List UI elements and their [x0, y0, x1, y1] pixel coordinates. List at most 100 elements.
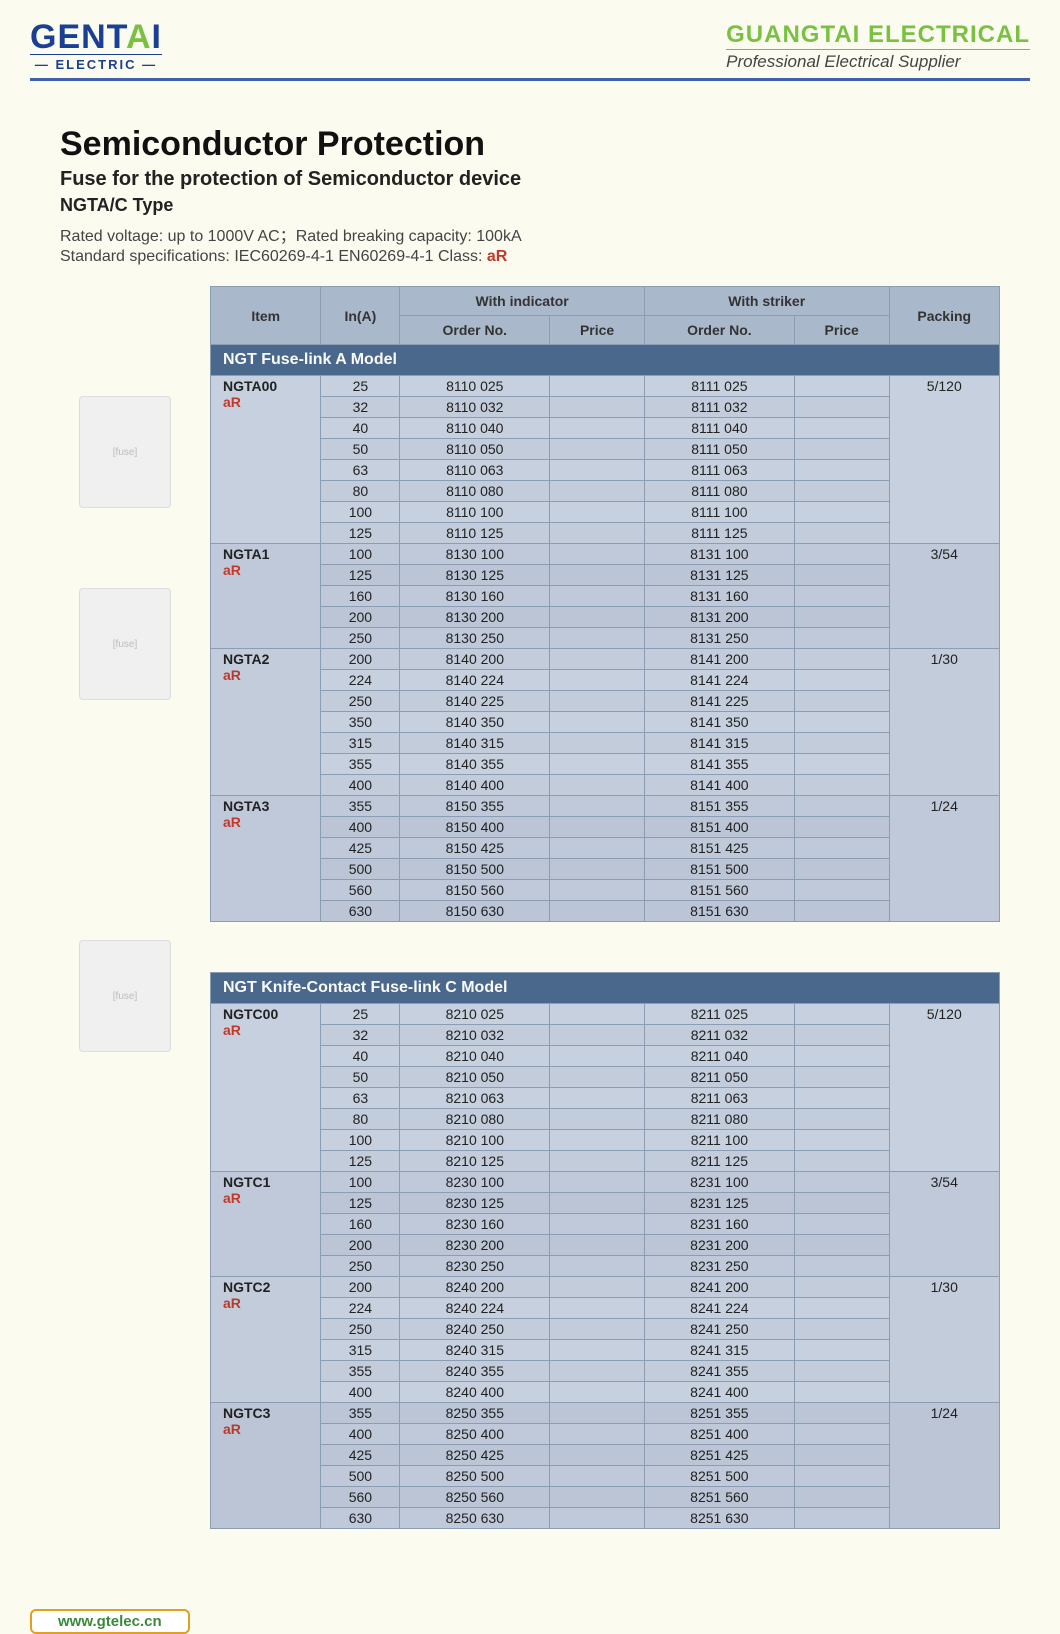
- table-row: 508210 0508211 050: [211, 1067, 1000, 1088]
- brand-text-post: I: [152, 18, 162, 56]
- order-indicator-cell: 8110 040: [400, 418, 550, 439]
- price-indicator-cell: [550, 502, 645, 523]
- packing-cell: 5/120: [889, 376, 1000, 544]
- order-striker-cell: 8141 224: [644, 670, 794, 691]
- price-indicator-cell: [550, 1046, 645, 1067]
- order-indicator-cell: 8240 200: [400, 1277, 550, 1298]
- table-row: 638110 0638111 063: [211, 460, 1000, 481]
- price-indicator-cell: [550, 1088, 645, 1109]
- price-indicator-cell: [550, 1172, 645, 1193]
- order-indicator-cell: 8230 125: [400, 1193, 550, 1214]
- price-indicator-cell: [550, 1235, 645, 1256]
- item-cell: NGTA3 aR: [211, 796, 321, 922]
- in-cell: 350: [321, 712, 400, 733]
- section-header: NGT Fuse-link A Model: [211, 345, 1000, 376]
- table-row: 808210 0808211 080: [211, 1109, 1000, 1130]
- price-striker-cell: [794, 397, 889, 418]
- order-striker-cell: 8251 425: [644, 1445, 794, 1466]
- packing-cell: 3/54: [889, 1172, 1000, 1277]
- in-cell: 100: [321, 502, 400, 523]
- packing-cell: 1/24: [889, 1403, 1000, 1529]
- table-row: NGTA3 aR3558150 3558151 3551/24: [211, 796, 1000, 817]
- order-striker-cell: 8111 025: [644, 376, 794, 397]
- order-indicator-cell: 8110 063: [400, 460, 550, 481]
- order-indicator-cell: 8230 160: [400, 1214, 550, 1235]
- order-striker-cell: 8211 080: [644, 1109, 794, 1130]
- price-indicator-cell: [550, 1151, 645, 1172]
- order-striker-cell: 8111 050: [644, 439, 794, 460]
- price-striker-cell: [794, 1256, 889, 1277]
- order-striker-cell: 8111 080: [644, 481, 794, 502]
- price-indicator-cell: [550, 481, 645, 502]
- order-striker-cell: 8131 100: [644, 544, 794, 565]
- price-striker-cell: [794, 1109, 889, 1130]
- price-indicator-cell: [550, 439, 645, 460]
- price-indicator-cell: [550, 523, 645, 544]
- price-indicator-cell: [550, 1445, 645, 1466]
- table-row: 2508140 2258141 225: [211, 691, 1000, 712]
- order-indicator-cell: 8140 315: [400, 733, 550, 754]
- order-striker-cell: 8141 200: [644, 649, 794, 670]
- order-indicator-cell: 8110 050: [400, 439, 550, 460]
- header: GENTAI — ELECTRIC — GUANGTAI ELECTRICAL …: [30, 20, 1030, 81]
- order-striker-cell: 8131 160: [644, 586, 794, 607]
- in-cell: 355: [321, 1361, 400, 1382]
- order-indicator-cell: 8210 080: [400, 1109, 550, 1130]
- order-indicator-cell: 8140 200: [400, 649, 550, 670]
- company-name: GUANGTAI ELECTRICAL: [726, 21, 1030, 49]
- in-cell: 250: [321, 1256, 400, 1277]
- price-indicator-cell: [550, 1025, 645, 1046]
- company-block: GUANGTAI ELECTRICAL Professional Electri…: [726, 21, 1030, 72]
- order-striker-cell: 8241 315: [644, 1340, 794, 1361]
- col-order-no-1: Order No.: [400, 316, 550, 345]
- table-row: 5608150 5608151 560: [211, 880, 1000, 901]
- price-indicator-cell: [550, 1256, 645, 1277]
- col-price-1: Price: [550, 316, 645, 345]
- price-striker-cell: [794, 523, 889, 544]
- in-cell: 160: [321, 1214, 400, 1235]
- page-title: Semiconductor Protection: [60, 125, 1000, 164]
- order-striker-cell: 8111 125: [644, 523, 794, 544]
- table-row: 328210 0328211 032: [211, 1025, 1000, 1046]
- price-striker-cell: [794, 1067, 889, 1088]
- price-striker-cell: [794, 1172, 889, 1193]
- in-cell: 400: [321, 1424, 400, 1445]
- order-striker-cell: 8251 355: [644, 1403, 794, 1424]
- table-row: NGTC2 aR2008240 2008241 2001/30: [211, 1277, 1000, 1298]
- table-row: 1258110 1258111 125: [211, 523, 1000, 544]
- spec-line-1: Rated voltage: up to 1000V AC；Rated brea…: [60, 222, 1000, 246]
- price-striker-cell: [794, 481, 889, 502]
- table-row: 2248140 2248141 224: [211, 670, 1000, 691]
- table-row: 5608250 5608251 560: [211, 1487, 1000, 1508]
- order-striker-cell: 8111 100: [644, 502, 794, 523]
- price-striker-cell: [794, 1298, 889, 1319]
- in-cell: 315: [321, 1340, 400, 1361]
- in-cell: 125: [321, 1151, 400, 1172]
- in-cell: 200: [321, 1277, 400, 1298]
- price-striker-cell: [794, 502, 889, 523]
- order-striker-cell: 8141 315: [644, 733, 794, 754]
- col-price-2: Price: [794, 316, 889, 345]
- in-cell: 500: [321, 859, 400, 880]
- order-striker-cell: 8141 355: [644, 754, 794, 775]
- footer: www.gtelec.cn: [30, 1609, 1030, 1634]
- order-indicator-cell: 8130 125: [400, 565, 550, 586]
- website-url[interactable]: www.gtelec.cn: [30, 1609, 190, 1634]
- in-cell: 224: [321, 1298, 400, 1319]
- table-row: 4008250 4008251 400: [211, 1424, 1000, 1445]
- order-indicator-cell: 8150 355: [400, 796, 550, 817]
- in-cell: 250: [321, 628, 400, 649]
- order-indicator-cell: 8130 160: [400, 586, 550, 607]
- in-cell: 250: [321, 691, 400, 712]
- order-indicator-cell: 8210 050: [400, 1067, 550, 1088]
- order-indicator-cell: 8230 200: [400, 1235, 550, 1256]
- price-indicator-cell: [550, 1487, 645, 1508]
- price-indicator-cell: [550, 838, 645, 859]
- price-indicator-cell: [550, 1466, 645, 1487]
- order-indicator-cell: 8250 500: [400, 1466, 550, 1487]
- price-striker-cell: [794, 460, 889, 481]
- in-cell: 63: [321, 1088, 400, 1109]
- order-striker-cell: 8251 400: [644, 1424, 794, 1445]
- price-striker-cell: [794, 1235, 889, 1256]
- table-row: 2508130 2508131 250: [211, 628, 1000, 649]
